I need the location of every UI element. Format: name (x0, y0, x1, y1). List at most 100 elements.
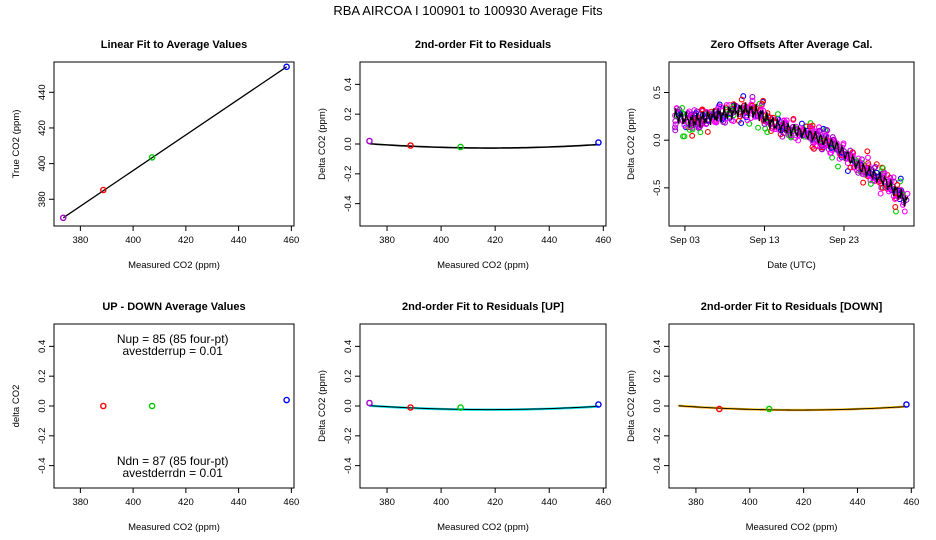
y-tick-label: 0.0 (652, 134, 663, 147)
x-tick-label: 440 (231, 497, 247, 508)
x-tick-label: 420 (487, 235, 503, 246)
x-tick-label: 460 (595, 497, 611, 508)
offset-point (779, 133, 786, 140)
offset-point (774, 111, 781, 118)
y-tick-label: -0.2 (37, 428, 48, 444)
data-point (595, 401, 602, 408)
plot-area (100, 396, 290, 410)
data-point (283, 396, 290, 404)
y-tick-label: 0.0 (652, 399, 663, 412)
offset-point (829, 154, 836, 161)
plot-area (366, 399, 602, 411)
y-tick-label: 440 (37, 84, 48, 100)
offset-point (812, 142, 819, 149)
x-tick-label: 420 (487, 497, 503, 508)
offset-point (783, 127, 790, 134)
offset-point (899, 201, 906, 208)
offset-point (904, 190, 911, 197)
plot-frame (668, 61, 915, 227)
x-tick-label: 400 (433, 497, 449, 508)
offset-point (847, 147, 854, 154)
y-tick-label: 0.2 (652, 370, 663, 383)
y-axis-label: Delta CO2 (ppm) (626, 108, 637, 180)
y-tick-label: -0.2 (343, 166, 354, 182)
offset-point (755, 124, 762, 131)
offset-point (864, 148, 871, 155)
offset-point (901, 208, 908, 215)
x-tick-label: 380 (688, 497, 704, 508)
data-point (457, 404, 464, 411)
y-tick-label: 420 (37, 120, 48, 136)
offset-point (855, 169, 862, 176)
plot-frame (53, 61, 295, 227)
x-tick-label: 380 (379, 497, 395, 508)
y-tick-label: 400 (37, 156, 48, 172)
panel-title: 2nd-order Fit to Residuals [UP] (402, 301, 564, 313)
offset-point (885, 188, 892, 195)
chart-panel-4: UP - DOWN Average Values 380 400 420 440 460 -… (11, 301, 299, 533)
offset-point (738, 96, 745, 103)
data-point (595, 139, 602, 146)
offset-point (677, 111, 684, 118)
panel-title: UP - DOWN Average Values (102, 301, 245, 313)
offset-point (858, 168, 865, 175)
y-tick-label: 0.2 (343, 370, 354, 383)
data-point (100, 402, 107, 410)
x-tick-label: 460 (595, 235, 611, 246)
offset-point (897, 178, 904, 185)
plot-area (59, 63, 290, 222)
offset-point (760, 97, 767, 104)
plot-annotation: Ndn = 87 (85 four-pt) (117, 454, 229, 468)
offset-point (892, 196, 898, 203)
offset-point (821, 132, 828, 139)
plot-frame (359, 323, 607, 489)
offset-point (806, 123, 813, 130)
plot-frame (359, 61, 607, 227)
x-axis-label: Date (UTC) (767, 260, 816, 271)
y-tick-label: -0.4 (343, 457, 354, 473)
x-tick-label: 400 (125, 497, 141, 508)
x-tick-label: 420 (178, 497, 194, 508)
offset-point (891, 178, 898, 185)
offset-point (795, 137, 802, 144)
x-tick-label: Sep 23 (829, 235, 859, 246)
data-point (407, 404, 414, 411)
plot-area (678, 401, 910, 413)
plot-annotation: avestderrdn = 0.01 (122, 466, 223, 480)
offset-point (811, 145, 818, 152)
data-point (903, 401, 910, 408)
y-tick-label: 0.0 (343, 137, 354, 150)
plot-area (672, 93, 911, 215)
offset-point (796, 125, 803, 132)
offset-point (865, 154, 871, 161)
x-tick-label: 460 (283, 497, 299, 508)
chart-panel-2: 2nd-order Fit to Residuals 380 400 420 440 46… (317, 39, 611, 271)
y-tick-label: 0.2 (37, 370, 48, 383)
offset-point (877, 190, 884, 197)
y-tick-label: 0.4 (652, 340, 663, 353)
x-tick-label: 420 (796, 497, 812, 508)
panel-title: 2nd-order Fit to Residuals [DOWN] (701, 301, 883, 313)
data-point (148, 154, 156, 161)
data-point (366, 399, 373, 407)
plot-annotation: avestderrup = 0.01 (122, 344, 223, 358)
offset-point (672, 117, 679, 124)
offset-point (798, 120, 805, 127)
offset-point (747, 115, 754, 122)
x-tick-label: 380 (72, 497, 88, 508)
y-tick-label: 0.4 (343, 340, 354, 353)
x-tick-label: 460 (283, 235, 299, 246)
offset-point (823, 126, 830, 133)
y-axis-label: delta CO2 (11, 385, 22, 428)
y-tick-label: 0.4 (37, 340, 48, 353)
chart-panel-1: Linear Fit to Average Values 380 400 420 440… (11, 39, 299, 271)
chart-panel-6: 2nd-order Fit to Residuals [DOWN] 380 400 4… (626, 301, 919, 533)
x-tick-label: 380 (379, 235, 395, 246)
offset-point (749, 93, 756, 100)
offset-point (897, 175, 904, 182)
y-axis-label: Delta CO2 (ppm) (317, 108, 328, 180)
offset-point (697, 129, 704, 136)
offset-point (717, 103, 724, 110)
y-tick-label: 0.0 (37, 399, 48, 412)
data-point (765, 405, 773, 413)
